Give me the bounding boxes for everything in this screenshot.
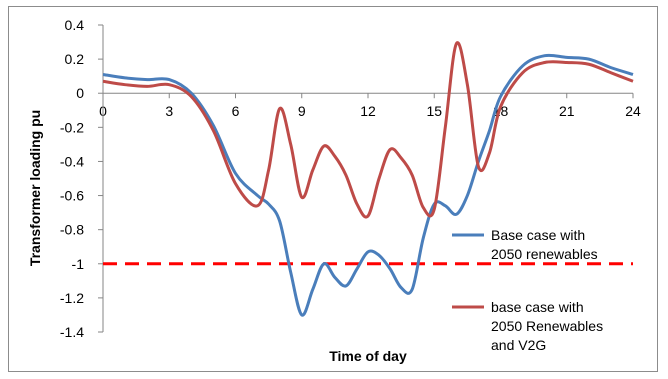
- x-tick-label: 12: [360, 103, 376, 119]
- x-tick-label: 24: [625, 103, 641, 119]
- y-tick-label: -0.8: [60, 222, 84, 238]
- x-tick-labels: 03691215182124: [99, 103, 641, 119]
- series-line-1: [102, 53, 634, 317]
- y-axis-title: Transformer loading pu: [27, 110, 43, 266]
- x-tick-marks: [102, 93, 634, 99]
- legend-label-1: 2050 renewables: [491, 246, 598, 262]
- legend-label-2: and V2G: [491, 337, 546, 353]
- y-tick-labels: 0.4 0.2 0 -0.2 -0.4 -0.6 -0.8 -1 -1.2 -1.4: [60, 17, 84, 340]
- y-tick-label: -0.6: [60, 188, 84, 204]
- y-tick-marks: [98, 24, 103, 333]
- legend-label-1: Base case with: [491, 227, 585, 243]
- x-axis-title: Time of day: [329, 348, 407, 364]
- legend-label-2: base case with: [491, 299, 584, 315]
- y-tick-label: -0.4: [60, 153, 84, 169]
- y-tick-label: 0.4: [65, 17, 85, 33]
- x-tick-label: 6: [232, 103, 240, 119]
- x-tick-label: 21: [559, 103, 575, 119]
- x-tick-label: 15: [426, 103, 442, 119]
- x-tick-label: 3: [165, 103, 173, 119]
- legend: Base case with 2050 renewables base case w…: [452, 227, 603, 353]
- y-tick-label: -0.2: [60, 119, 84, 135]
- series-layer: [102, 41, 634, 317]
- chart-frame: [8, 6, 658, 372]
- series-line-2: [102, 41, 634, 219]
- y-tick-label: 0: [76, 85, 84, 101]
- y-tick-label: -1: [72, 256, 85, 272]
- y-tick-label: -1.2: [60, 290, 84, 306]
- y-tick-label: -1.4: [60, 324, 84, 340]
- y-tick-label: 0.2: [65, 51, 85, 67]
- legend-label-2: 2050 Renewables: [491, 318, 603, 334]
- x-tick-label: 9: [298, 103, 306, 119]
